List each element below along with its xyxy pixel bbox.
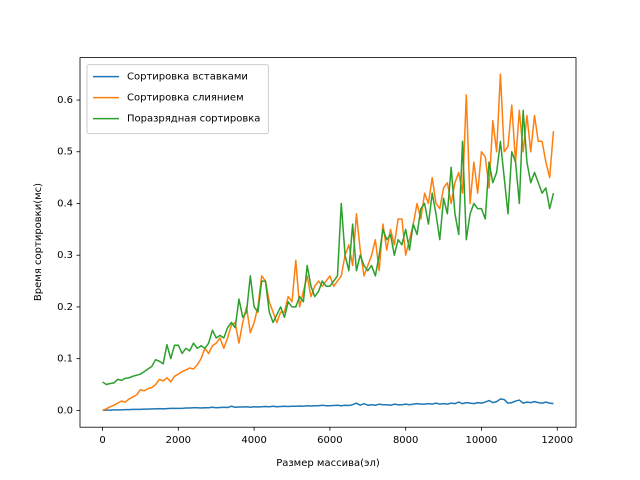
legend: Сортировка вставками Сортировка слиянием П… bbox=[86, 64, 269, 135]
y-tick-label: 0.3 bbox=[57, 250, 73, 261]
legend-label: Сортировка вставками bbox=[127, 72, 248, 83]
y-tick-label: 0.6 bbox=[57, 95, 73, 106]
x-tick-label: 0 bbox=[99, 435, 105, 446]
series-line bbox=[102, 109, 555, 386]
y-axis-label: Время сортировки(мс) bbox=[33, 183, 44, 301]
x-tick-label: 10000 bbox=[466, 435, 498, 446]
x-tick-label: 12000 bbox=[541, 435, 573, 446]
legend-label: Поразрядная сортировка bbox=[127, 114, 260, 125]
y-tick-label: 0.2 bbox=[57, 302, 73, 313]
x-tick-label: 8000 bbox=[393, 435, 418, 446]
legend-box bbox=[86, 64, 269, 135]
x-tick-label: 2000 bbox=[166, 435, 191, 446]
series-line bbox=[102, 398, 554, 412]
y-tick-label: 0.1 bbox=[57, 354, 73, 365]
x-axis-label: Размер массива(эл) bbox=[276, 458, 380, 469]
legend-label: Сортировка слиянием bbox=[127, 93, 244, 104]
y-tick-label: 0.4 bbox=[57, 198, 73, 209]
series-line bbox=[102, 73, 555, 412]
y-tick-label: 0.5 bbox=[57, 147, 73, 158]
x-tick-label: 4000 bbox=[241, 435, 266, 446]
y-tick-label: 0.0 bbox=[57, 405, 73, 416]
x-tick-label: 6000 bbox=[317, 435, 342, 446]
plot-frame bbox=[79, 57, 577, 428]
